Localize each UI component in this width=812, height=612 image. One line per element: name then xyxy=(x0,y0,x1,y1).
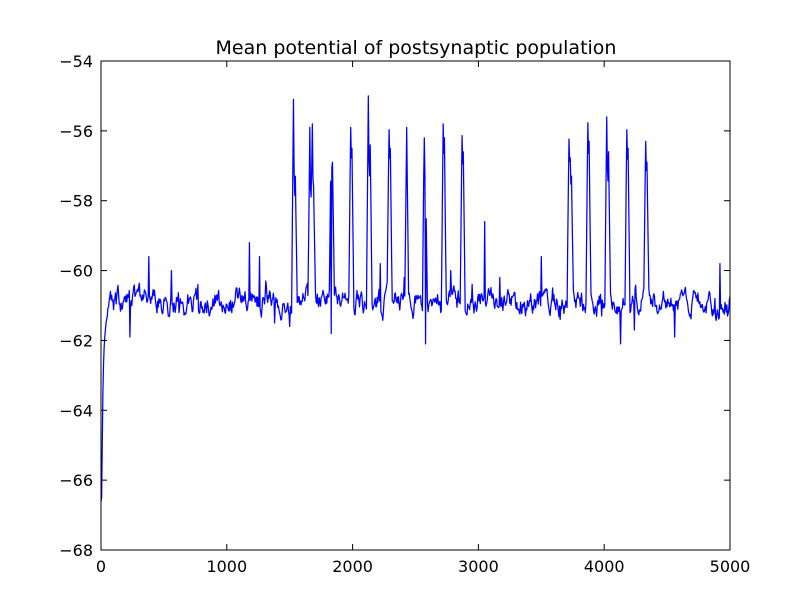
y-tick-label: −66 xyxy=(59,471,93,490)
plot-area xyxy=(101,61,730,550)
y-tick-label: −54 xyxy=(59,52,93,71)
x-tick-label: 4000 xyxy=(584,557,625,576)
y-tick-label: −64 xyxy=(59,401,93,420)
plot-frame xyxy=(100,60,731,551)
x-tick-label: 2000 xyxy=(332,557,373,576)
x-tick-label: 5000 xyxy=(710,557,751,576)
y-tick-label: −60 xyxy=(59,262,93,281)
x-tick-label: 0 xyxy=(96,557,106,576)
chart-title: Mean potential of postsynaptic populatio… xyxy=(216,37,617,59)
y-tick-label: −58 xyxy=(59,192,93,211)
series-line xyxy=(100,95,731,502)
y-tick-label: −56 xyxy=(59,122,93,141)
series-layer xyxy=(100,95,731,502)
y-tick-label: −62 xyxy=(59,331,93,350)
y-tick-label: −68 xyxy=(59,541,93,560)
x-tick-label: 3000 xyxy=(458,557,499,576)
x-tick-label: 1000 xyxy=(206,557,247,576)
